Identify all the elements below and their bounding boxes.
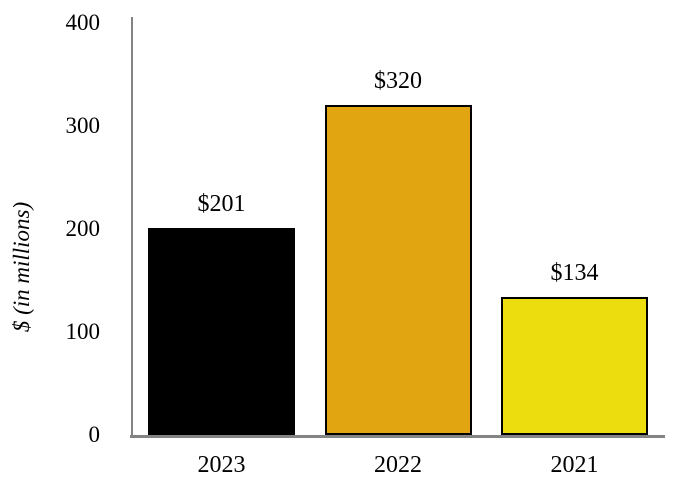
x-axis-line	[130, 435, 665, 438]
bar-2023	[148, 228, 295, 435]
x-category-label: 2023	[197, 452, 246, 478]
bar-2021	[501, 297, 648, 435]
y-tick-label: 400	[65, 10, 101, 35]
y-axis-title: $ (in millions)	[9, 201, 34, 333]
bar-value-label: $201	[197, 191, 246, 217]
y-tick-label: 300	[65, 113, 101, 138]
bar-value-label: $320	[374, 68, 422, 94]
y-tick-label: 0	[88, 422, 101, 447]
x-category-label: 2021	[550, 452, 599, 478]
bar-2022	[324, 105, 472, 435]
bar-value-label: $134	[550, 260, 599, 286]
y-tick-label: 200	[65, 216, 101, 241]
x-category-label: 2022	[374, 452, 422, 478]
y-axis-line	[131, 17, 133, 437]
y-tick-label: 100	[65, 319, 101, 344]
